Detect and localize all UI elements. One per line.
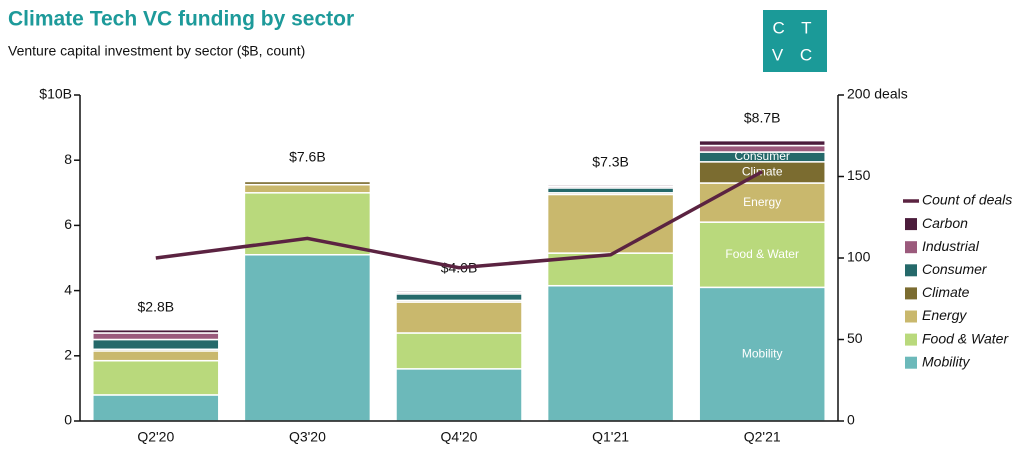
bar-segment [243, 183, 372, 194]
y-tick-label: 4 [64, 281, 72, 297]
bar-segment [546, 284, 675, 422]
legend-swatch [905, 287, 917, 300]
deal-line [155, 170, 764, 270]
bar-segment [92, 328, 220, 334]
y2-tick-label: 150 [847, 167, 871, 183]
legend-label: Count of deals [922, 192, 1012, 208]
legend-label: Food & Water [922, 330, 1009, 346]
bar-segment [546, 193, 675, 254]
x-tick-label: Q2'21 [744, 429, 781, 445]
chart-title: Climate Tech VC funding by sector [8, 8, 354, 31]
legend-label: Mobility [922, 353, 970, 369]
bar-segment [395, 368, 523, 422]
y-tick-label: $10B [39, 86, 72, 102]
bar-segment [698, 286, 826, 422]
chart-subtitle: Venture capital investment by sector ($B… [8, 43, 305, 59]
bar-segment [698, 144, 826, 153]
legend-label: Climate [922, 284, 970, 300]
y-tick-label: 8 [64, 151, 72, 167]
total-label: $7.3B [592, 153, 629, 169]
legend-swatch [905, 356, 917, 369]
bar-segment [92, 350, 220, 362]
legend-swatch [905, 333, 917, 346]
total-label: $8.7B [744, 109, 781, 125]
legend-swatch [905, 264, 917, 277]
total-label: $7.6B [289, 148, 326, 164]
segment-label: Energy [743, 195, 781, 209]
total-label: $2.8B [138, 298, 175, 314]
logo-text: C T [772, 18, 817, 37]
segment-label: Food & Water [725, 247, 799, 261]
y2-tick-label: 0 [847, 412, 855, 428]
y-tick-label: 0 [64, 412, 72, 428]
bar-segment [243, 253, 372, 422]
x-tick-label: Q4'20 [441, 429, 478, 445]
legend-label: Industrial [922, 238, 980, 254]
y2-tick-label: 100 [847, 249, 871, 265]
legend-swatch [905, 241, 917, 254]
legend-label: Carbon [922, 215, 968, 231]
x-tick-label: Q1'21 [592, 429, 629, 445]
x-tick-label: Q2'20 [137, 429, 174, 445]
y-tick-label: 2 [64, 347, 72, 363]
bar-segment [92, 338, 220, 351]
logo-box [763, 10, 827, 72]
y2-tick-label: 50 [847, 330, 863, 346]
segment-label: Climate [742, 165, 783, 179]
bar-segment [395, 332, 523, 370]
bar-segment [92, 394, 220, 422]
bar-segment [546, 183, 675, 188]
y-tick-label: 6 [64, 216, 72, 232]
bar-segment [395, 301, 523, 334]
bar-segment [395, 289, 523, 293]
legend-swatch [905, 218, 917, 231]
bar-segment [395, 293, 523, 302]
bar-segment [92, 332, 220, 341]
logo-text: V C [772, 45, 818, 64]
legend-label: Energy [922, 307, 967, 323]
bar-segment [92, 359, 220, 396]
x-tick-label: Q3'20 [289, 429, 326, 445]
segment-label: Mobility [742, 346, 783, 360]
legend-label: Consumer [922, 261, 988, 277]
legend-swatch [905, 310, 917, 323]
bar-segment [698, 139, 826, 147]
y2-tick-label: 200 deals [847, 86, 908, 102]
